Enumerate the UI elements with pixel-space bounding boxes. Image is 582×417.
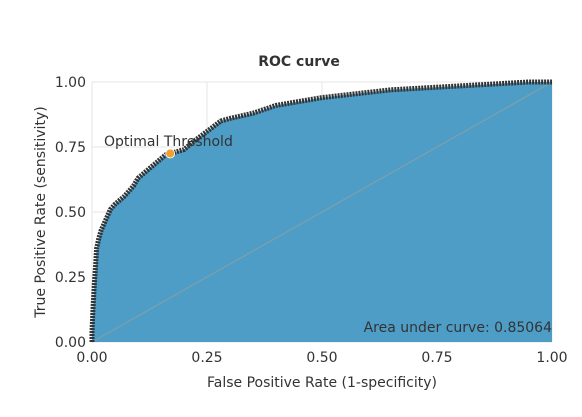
roc-curve-line	[89, 79, 552, 342]
x-tick-label: 0.25	[191, 350, 222, 366]
chance-diagonal-line	[91, 81, 553, 343]
x-tick-label: 0.75	[421, 350, 452, 366]
x-axis-title: False Positive Rate (1-specificity)	[207, 375, 437, 391]
y-tick-label: 0.75	[55, 140, 86, 156]
x-tick-label: 1.00	[536, 350, 567, 366]
y-tick-label: 0.00	[55, 335, 86, 351]
y-tick-labels: 0.00 0.25 0.50 0.75 1.00	[55, 75, 86, 351]
chart-title: ROC curve	[258, 54, 340, 70]
optimal-threshold-label: Optimal Threshold	[104, 134, 233, 150]
x-tick-label: 0.00	[76, 350, 107, 366]
optimal-threshold-point	[165, 148, 176, 159]
y-tick-label: 0.50	[55, 205, 86, 221]
x-tick-labels: 0.00 0.25 0.50 0.75 1.00	[76, 350, 567, 366]
y-axis-title: True Positive Rate (sensitivity)	[33, 106, 49, 318]
auc-label: Area under curve: 0.85064	[364, 320, 552, 336]
x-tick-label: 0.50	[306, 350, 337, 366]
y-tick-label: 1.00	[55, 75, 86, 91]
y-tick-label: 0.25	[55, 270, 86, 286]
